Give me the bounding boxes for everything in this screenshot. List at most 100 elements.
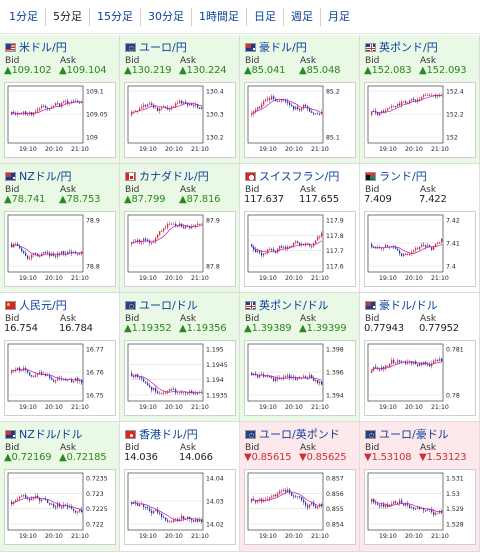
pair-card[interactable]: ユーロ/英ポンド Bid Ask ▼0.85615 ▼0.85625 0.857 0.856… bbox=[240, 422, 360, 552]
candle-body bbox=[273, 96, 275, 99]
pair-title[interactable]: 英ポンド/円 bbox=[365, 40, 438, 54]
candle-body bbox=[375, 247, 377, 249]
pair-card[interactable]: 英ポンド/円 Bid Ask ▲152.083 ▲152.093 152.4 152.2 15… bbox=[360, 35, 480, 164]
pair-name[interactable]: スイスフラン/円 bbox=[259, 170, 340, 183]
mini-chart[interactable]: 78.9 78.8 19:10 20:10 21:10 bbox=[4, 211, 116, 287]
mini-chart[interactable]: 109.1 109.05 109 19:10 20:10 21:10 bbox=[4, 82, 116, 158]
pair-name[interactable]: 米ドル/円 bbox=[19, 41, 67, 54]
mini-chart[interactable]: 1.398 1.396 1.394 19:10 20:10 21:10 bbox=[244, 340, 356, 416]
pair-card[interactable]: ランド/円 Bid Ask 7.409 7.422 7.42 7.41 7.4 19:10 20:… bbox=[360, 164, 480, 293]
pair-name[interactable]: ユーロ/豪ドル bbox=[379, 428, 449, 441]
candle-body bbox=[151, 386, 153, 391]
pair-card[interactable]: 豪ドル/ドル Bid Ask 0.77943 0.77952 0.781 0.78 19:10… bbox=[360, 293, 480, 422]
pair-name[interactable]: ユーロ/ドル bbox=[139, 299, 198, 312]
pair-title[interactable]: NZドル/ドル bbox=[5, 427, 82, 441]
pair-name[interactable]: ユーロ/円 bbox=[139, 41, 187, 54]
pair-name[interactable]: ランド/円 bbox=[379, 170, 427, 183]
tab-5[interactable]: 日足 bbox=[247, 7, 284, 26]
candle-body bbox=[25, 253, 27, 256]
pair-title[interactable]: 香港ドル/円 bbox=[125, 427, 198, 441]
pair-name[interactable]: 豪ドル/ドル bbox=[379, 299, 438, 312]
candle-body bbox=[149, 508, 151, 511]
tab-3[interactable]: 30分足 bbox=[141, 7, 192, 26]
candle-body bbox=[267, 98, 269, 100]
pair-card[interactable]: 香港ドル/円 Bid Ask 14.036 14.066 14.04 14.03 14.02 1… bbox=[120, 422, 240, 552]
pair-name[interactable]: NZドル/円 bbox=[19, 170, 72, 183]
plot-frame bbox=[7, 472, 84, 531]
pair-name[interactable]: NZドル/ドル bbox=[19, 428, 83, 441]
tab-0[interactable]: 1分足 bbox=[2, 7, 46, 26]
candle-body bbox=[437, 513, 439, 514]
x-tick-label: 20:10 bbox=[45, 146, 63, 153]
pair-title[interactable]: 豪ドル/円 bbox=[245, 40, 307, 54]
mini-chart[interactable]: 14.04 14.03 14.02 19:10 20:10 21:10 bbox=[124, 469, 236, 545]
moving-average-line bbox=[131, 375, 202, 394]
pair-title[interactable]: ランド/円 bbox=[365, 169, 427, 183]
pair-title[interactable]: 豪ドル/ドル bbox=[365, 298, 438, 312]
candle-body bbox=[49, 375, 51, 378]
tab-7[interactable]: 月足 bbox=[328, 9, 350, 23]
pair-card[interactable]: カナダドル/円 Bid Ask ▲87.799 ▲87.816 87.9 87.8 19:10… bbox=[120, 164, 240, 293]
mini-chart[interactable]: 85.2 85.1 19:10 20:10 21:10 bbox=[244, 82, 356, 158]
pair-card[interactable]: ユーロ/円 Bid Ask ▲130.219 ▲130.224 130.4 130.3 130… bbox=[120, 35, 240, 164]
pair-title[interactable]: 人民元/円 bbox=[5, 298, 67, 312]
pair-card[interactable]: 米ドル/円 Bid Ask ▲109.102 ▲109.104 109.1 109.05 10… bbox=[0, 35, 120, 164]
pair-card[interactable]: ユーロ/ドル Bid Ask ▲1.19352 ▲1.19356 1.195 1.1945 1… bbox=[120, 293, 240, 422]
pair-title[interactable]: 米ドル/円 bbox=[5, 40, 67, 54]
mini-chart[interactable]: 152.4 152.2 152 19:10 20:10 21:10 bbox=[364, 82, 476, 158]
x-tick-label: 21:10 bbox=[431, 533, 449, 540]
pair-title[interactable]: スイスフラン/円 bbox=[245, 169, 339, 183]
pair-card[interactable]: 英ポンド/ドル Bid Ask ▲1.39389 ▲1.39399 1.398 1.396 1… bbox=[240, 293, 360, 422]
candle-body bbox=[25, 111, 27, 115]
pair-title[interactable]: ユーロ/豪ドル bbox=[365, 427, 449, 441]
candle-body bbox=[143, 238, 145, 242]
pair-card[interactable]: NZドル/円 Bid Ask ▲78.741 ▲78.753 78.9 78.8 19:10 2… bbox=[0, 164, 120, 293]
tab-4[interactable]: 1時間足 bbox=[192, 7, 247, 26]
pair-name[interactable]: 英ポンド/円 bbox=[379, 41, 438, 54]
mini-chart[interactable]: 87.9 87.8 19:10 20:10 21:10 bbox=[124, 211, 236, 287]
mini-chart[interactable]: 117.9 117.8 117.7 117.6 19:10 20:10 21:10 bbox=[244, 211, 356, 287]
mini-chart[interactable]: 0.781 0.78 19:10 20:10 21:10 bbox=[364, 340, 476, 416]
pair-card[interactable]: ユーロ/豪ドル Bid Ask ▼1.53108 ▼1.53123 1.531 1.53 1.… bbox=[360, 422, 480, 552]
pair-name[interactable]: ユーロ/英ポンド bbox=[259, 428, 340, 441]
pair-title[interactable]: カナダドル/円 bbox=[125, 169, 209, 183]
pair-title[interactable]: 英ポンド/ドル bbox=[245, 298, 329, 312]
pair-card[interactable]: 豪ドル/円 Bid Ask ▲85.041 ▲85.048 85.2 85.1 19:10 20… bbox=[240, 35, 360, 164]
candle-body bbox=[63, 251, 65, 254]
tab-1[interactable]: 5分足 bbox=[46, 7, 90, 26]
tab-2[interactable]: 15分足 bbox=[90, 7, 141, 26]
pair-name[interactable]: 香港ドル/円 bbox=[139, 428, 198, 441]
pair-card[interactable]: スイスフラン/円 Bid Ask 117.637 117.655 117.9 117.8 11… bbox=[240, 164, 360, 293]
candle-body bbox=[139, 376, 141, 378]
candle-body bbox=[35, 495, 37, 499]
candle-body bbox=[425, 94, 427, 96]
mini-chart[interactable]: 0.7235 0.723 0.7225 0.722 19:10 20:10 21:10 bbox=[4, 469, 116, 545]
mini-chart[interactable]: 7.42 7.41 7.4 19:10 20:10 21:10 bbox=[364, 211, 476, 287]
x-tick-label: 19:10 bbox=[259, 146, 277, 153]
bid-label: Bid bbox=[245, 443, 260, 453]
pair-title[interactable]: ユーロ/英ポンド bbox=[245, 427, 340, 441]
pair-title[interactable]: NZドル/円 bbox=[5, 169, 71, 183]
moving-average-line bbox=[371, 361, 442, 371]
x-tick-label: 21:10 bbox=[191, 275, 209, 282]
pair-name[interactable]: カナダドル/円 bbox=[139, 170, 209, 183]
x-tick-label: 19:10 bbox=[19, 275, 37, 282]
pair-title[interactable]: ユーロ/ドル bbox=[125, 298, 198, 312]
pair-card[interactable]: 人民元/円 Bid Ask 16.754 16.784 16.77 16.76 16.75 19… bbox=[0, 293, 120, 422]
mini-chart[interactable]: 16.77 16.76 16.75 19:10 20:10 21:10 bbox=[4, 340, 116, 416]
pair-name[interactable]: 豪ドル/円 bbox=[259, 41, 307, 54]
pair-card[interactable]: NZドル/ドル Bid Ask ▲0.72169 ▲0.72185 0.7235 0.723… bbox=[0, 422, 120, 552]
candle-body bbox=[143, 503, 145, 507]
tab-6[interactable]: 週足 bbox=[284, 7, 321, 26]
pair-name[interactable]: 人民元/円 bbox=[19, 299, 67, 312]
candle-body bbox=[155, 509, 157, 511]
mini-chart[interactable]: 1.195 1.1945 1.194 1.1935 19:10 20:10 21:10 bbox=[124, 340, 236, 416]
pair-name[interactable]: 英ポンド/ドル bbox=[259, 299, 329, 312]
mini-chart[interactable]: 0.857 0.856 0.855 0.854 19:10 20:10 21:10 bbox=[244, 469, 356, 545]
candle-body bbox=[191, 518, 193, 521]
mini-chart[interactable]: 130.4 130.3 130.2 19:10 20:10 21:10 bbox=[124, 82, 236, 158]
mini-chart[interactable]: 1.531 1.53 1.529 1.528 19:10 20:10 21:10 bbox=[364, 469, 476, 545]
pair-title[interactable]: ユーロ/円 bbox=[125, 40, 187, 54]
moving-average-line bbox=[11, 369, 82, 381]
candle-body bbox=[153, 388, 155, 391]
